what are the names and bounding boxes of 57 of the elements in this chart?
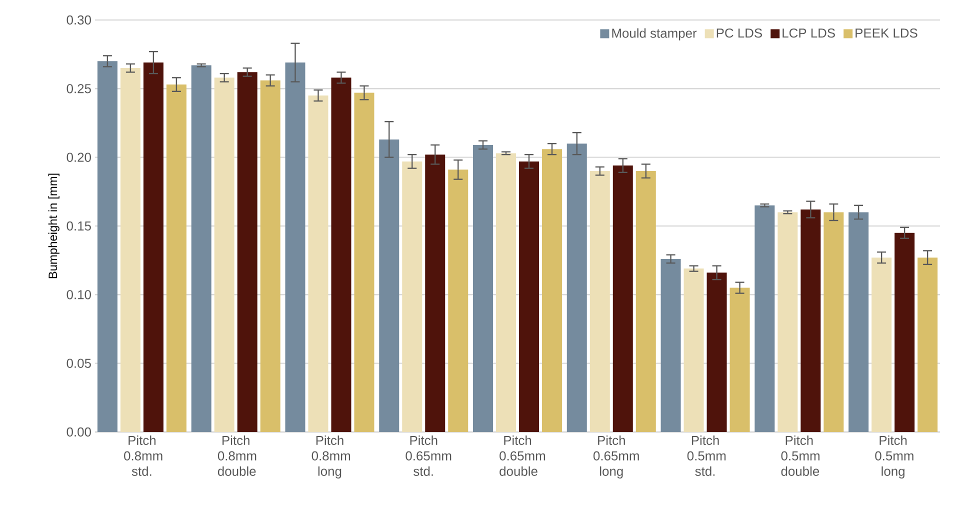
bar [848,212,869,432]
bar [448,170,468,432]
bar [684,268,704,432]
bar [706,272,727,432]
bar [754,205,775,432]
x-tick-label: Pitch 0.65mm double [500,436,546,476]
bar [612,166,633,432]
bar [331,78,352,432]
x-tick-label: Pitch 0.5mm double [781,436,820,476]
bar [97,61,118,432]
bar [402,161,422,432]
bar [237,72,258,432]
bar [496,153,516,432]
x-tick-label: Pitch 0.8mm long [312,436,350,478]
y-tick-label: 0.05 [66,358,91,368]
x-tick-label: Pitch 0.8mm std. [124,436,162,476]
bar [660,258,681,432]
y-tick-label: 0.20 [66,152,91,162]
y-tick-label: 0.10 [66,290,91,300]
bar [730,288,750,432]
bar [425,154,446,432]
bar [872,258,892,432]
bar [636,171,656,432]
bar [566,144,587,432]
bar [800,210,821,432]
x-tick-label: Pitch 0.65mm long [593,436,639,478]
y-tick-label: 0.25 [66,84,91,94]
bar [590,171,610,432]
bar [542,149,562,432]
bar [473,144,494,432]
bar [918,258,938,432]
legend-label: PC LDS [716,28,762,38]
legend-label: LCP LDS [782,28,835,38]
bar [379,139,400,432]
bar [824,212,844,432]
legend-label: PEEK LDS [856,28,918,38]
x-tick-label: Pitch 0.8mm double [218,436,256,476]
legend-label: Mould stamper [612,28,697,40]
bar [260,80,280,432]
x-tick-label: Pitch 0.65mm std. [406,436,452,476]
x-tick-label: Pitch 0.5mm std. [687,436,726,476]
bar [166,84,186,432]
y-tick-label: 0.00 [66,427,91,437]
x-tick-label: Pitch 0.5mm long [875,436,914,478]
y-axis-title: Bumpheight in [mm] [48,174,60,278]
bar [143,62,164,432]
bar [778,212,798,432]
y-tick-label: 0.15 [66,221,91,231]
bar [214,78,234,432]
bar [519,161,540,432]
bar [308,96,328,432]
bar [354,92,374,432]
bar [120,68,140,432]
bar [191,65,212,432]
bar [285,62,306,432]
y-tick-label: 0.30 [66,15,91,25]
bar [894,232,915,432]
